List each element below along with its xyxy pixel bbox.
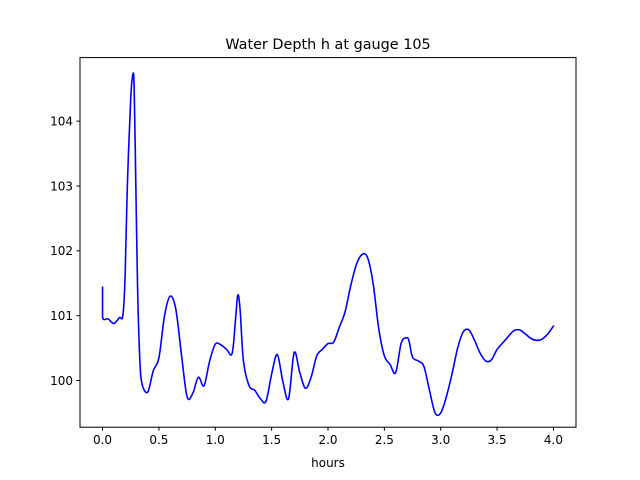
x-tick-label: 2.0 (318, 433, 337, 447)
y-tick-label: 101 (50, 309, 73, 323)
y-axis-ticks: 100 101 102 103 104 (50, 114, 80, 388)
x-tick-label: 1.0 (206, 433, 225, 447)
chart-title: Water Depth h at gauge 105 (225, 37, 430, 53)
x-tick-label: 1.5 (262, 433, 281, 447)
x-tick-label: 0.5 (149, 433, 168, 447)
x-axis-label: hours (311, 456, 345, 470)
plot-area-frame (79, 57, 577, 428)
y-tick-label: 103 (50, 179, 73, 193)
y-tick-label: 104 (50, 114, 73, 128)
y-tick-label: 100 (50, 374, 73, 388)
series-lines (101, 72, 555, 417)
y-tick-label: 102 (50, 244, 73, 258)
x-tick-label: 2.5 (375, 433, 394, 447)
x-tick-label: 3.5 (488, 433, 507, 447)
water-depth-line (101, 72, 555, 417)
x-tick-label: 3.0 (431, 433, 450, 447)
x-tick-label: 4.0 (544, 433, 563, 447)
x-axis-ticks: 0.0 0.5 1.0 1.5 2.0 2.5 3.0 3.5 4.0 (93, 427, 563, 447)
x-tick-label: 0.0 (93, 433, 112, 447)
